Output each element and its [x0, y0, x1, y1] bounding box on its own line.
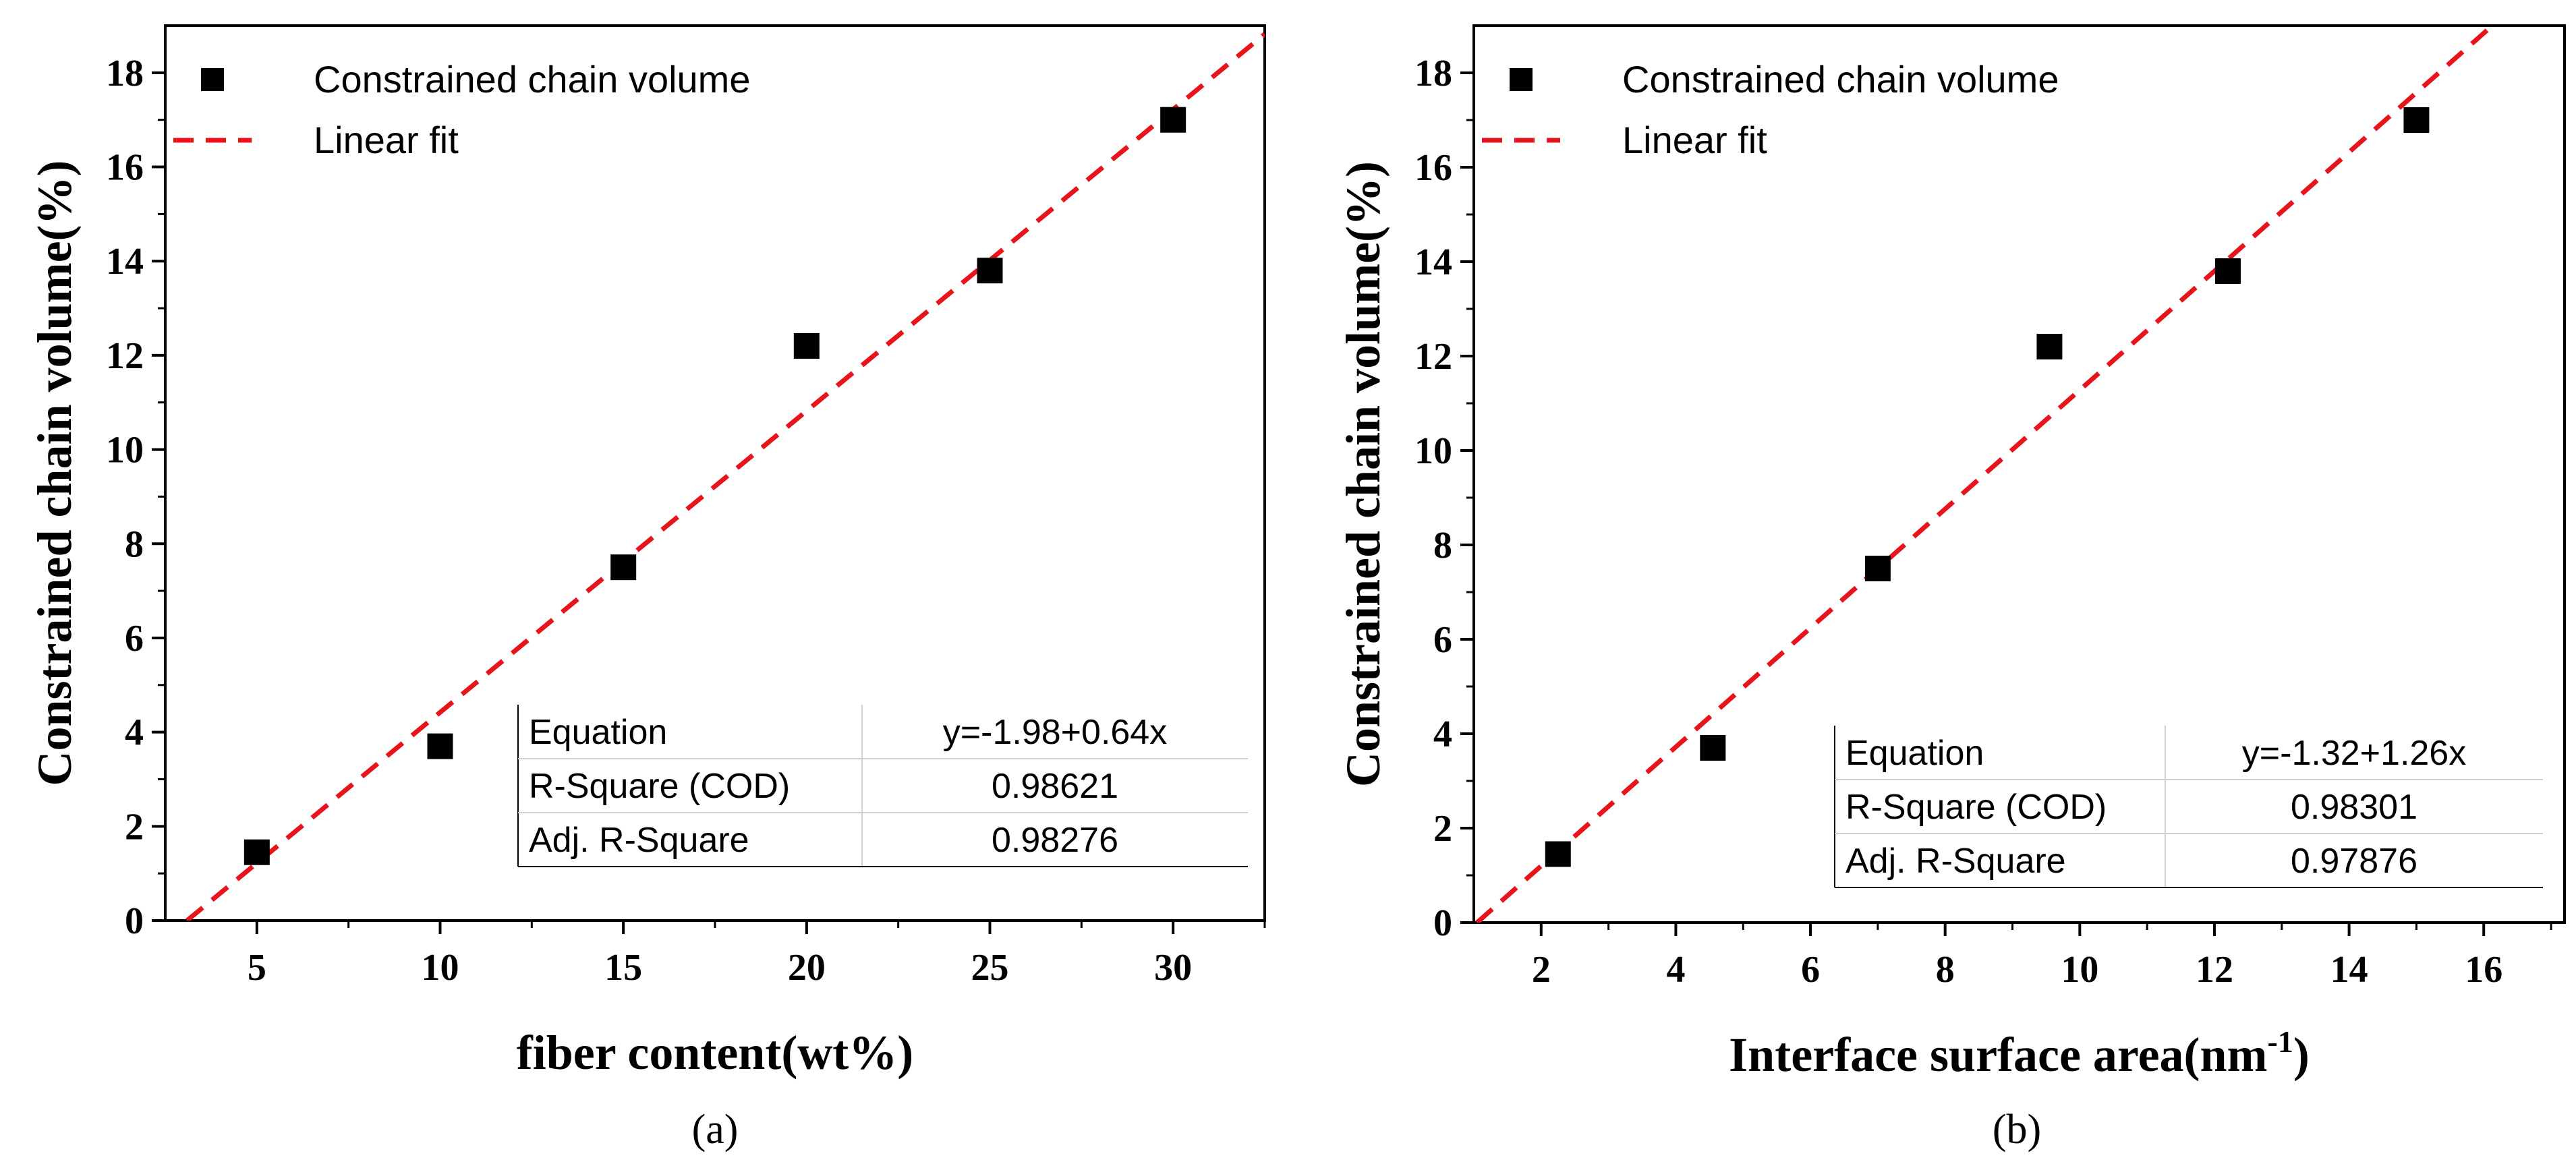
chart-panel-a: 0 2 4 6 8 10 12 14 16 18 5 10 15 20 25 30 Constrained ch… [28, 24, 1266, 1153]
fit-line [185, 32, 1265, 921]
legend-marker-square [1510, 68, 1533, 91]
data-point [793, 332, 820, 359]
y-tick-label: 12 [1414, 336, 1452, 378]
y-tick-label: 4 [125, 712, 144, 754]
table-key: R-Square (COD) [1845, 788, 2107, 827]
legend-label: Constrained chain volume [1622, 58, 2059, 100]
data-point [2403, 107, 2430, 133]
table-key: Adj. R-Square [529, 821, 749, 860]
data-point [2214, 258, 2241, 284]
x-axis-title: fiber content(wt%) [517, 1026, 914, 1080]
x-tick-label: 25 [971, 947, 1009, 989]
legend-marker-square [201, 68, 224, 91]
x-tick-label: 15 [604, 947, 642, 989]
table-key: R-Square (COD) [529, 767, 790, 806]
table-key: Equation [1845, 734, 1984, 773]
data-point [244, 839, 270, 865]
y-tick-label: 12 [106, 335, 144, 377]
x-tick-label: 10 [2061, 949, 2098, 991]
y-tick-label: 10 [106, 430, 144, 471]
x-tick-label: 6 [1801, 949, 1820, 991]
y-tick-label: 4 [1433, 713, 1452, 755]
y-tick-label: 0 [125, 900, 144, 942]
table-value: 0.97876 [2291, 842, 2417, 881]
y-tick-label: 6 [125, 618, 144, 660]
x-tick-label: 4 [1666, 949, 1685, 991]
legend-label: Linear fit [314, 119, 459, 161]
table-key: Adj. R-Square [1845, 842, 2066, 881]
chart-panel-b: 0 2 4 6 8 10 12 14 16 18 2 4 6 8 10 12 14 16 Constrained c… [1336, 24, 2566, 1153]
table-value: y=-1.32+1.26x [2242, 734, 2466, 773]
y-tick-label: 2 [1433, 808, 1452, 850]
y-tick-label: 16 [1414, 147, 1452, 189]
panel-caption: (a) [692, 1107, 739, 1153]
table-key: Equation [529, 713, 667, 752]
y-tick-label: 2 [125, 806, 144, 848]
legend-label: Constrained chain volume [314, 58, 750, 100]
x-tick-label: 16 [2465, 949, 2502, 991]
y-tick-label: 10 [1414, 430, 1452, 472]
y-axis-title: Constrained chain volume(%) [1336, 161, 1390, 787]
y-tick-label: 18 [106, 53, 144, 94]
x-tick-label: 10 [422, 947, 459, 989]
x-tick-label: 2 [1532, 949, 1551, 991]
data-point [1700, 735, 1726, 761]
data-point [977, 258, 1003, 284]
x-tick-label: 30 [1154, 947, 1192, 989]
x-tick-label: 8 [1936, 949, 1955, 991]
data-point [610, 554, 637, 581]
panel-caption: (b) [1993, 1107, 2041, 1153]
legend-label: Linear fit [1622, 119, 1767, 161]
x-tick-label: 20 [788, 947, 826, 989]
data-point [427, 733, 453, 759]
data-point [1545, 841, 1571, 867]
x-axis-title: Interface surface area(nm-1) [1729, 1024, 2310, 1082]
y-axis-title: Constrained chain volume(%) [28, 160, 82, 786]
table-value: 0.98301 [2291, 788, 2417, 827]
y-tick-label: 6 [1433, 619, 1452, 661]
table-value: 0.98621 [992, 767, 1118, 806]
plot-frame [1472, 24, 2566, 924]
y-tick-label: 18 [1414, 53, 1452, 94]
data-point [1864, 556, 1891, 581]
data-point [1160, 107, 1186, 133]
y-tick-label: 0 [1433, 902, 1452, 944]
data-point [2036, 334, 2063, 359]
table-value: 0.98276 [992, 821, 1118, 860]
fit-line [1475, 26, 2496, 923]
x-tick-label: 5 [248, 947, 266, 989]
y-tick-label: 14 [106, 241, 144, 283]
y-tick-label: 8 [125, 523, 144, 565]
y-tick-label: 14 [1414, 241, 1452, 283]
y-tick-label: 16 [106, 147, 144, 189]
y-tick-label: 8 [1433, 525, 1452, 566]
x-tick-label: 14 [2330, 949, 2368, 991]
x-tick-label: 12 [2196, 949, 2233, 991]
table-value: y=-1.98+0.64x [943, 713, 1167, 752]
